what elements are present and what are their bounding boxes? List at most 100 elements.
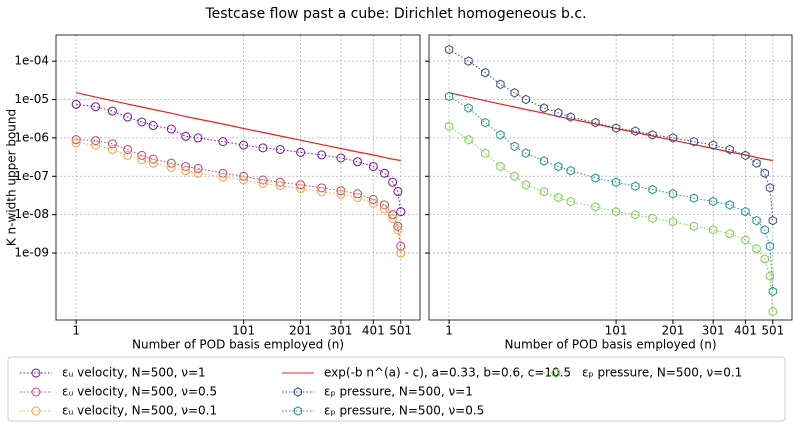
marker xyxy=(91,102,101,112)
marker xyxy=(496,161,505,172)
marker xyxy=(317,187,327,197)
marker xyxy=(752,215,761,226)
marker xyxy=(554,108,563,118)
marker xyxy=(760,225,769,235)
axes: 1 101 201 301 401 501 Number of POD basis empl… xyxy=(425,34,793,352)
marker xyxy=(741,150,750,161)
marker xyxy=(181,166,191,176)
marker xyxy=(539,186,549,197)
legend: εᵤ velocity, N=500, ν=1 εᵤ velocity, N=50… xyxy=(7,356,786,422)
marker xyxy=(668,189,677,199)
marker xyxy=(239,140,249,150)
x-tick-label: 101 xyxy=(605,324,628,338)
marker xyxy=(336,153,346,163)
y-tick-label: 1e-07 xyxy=(14,169,49,183)
marker xyxy=(725,200,734,210)
marker xyxy=(258,175,268,185)
x-tick-label: 101 xyxy=(232,324,255,338)
marker xyxy=(396,207,406,217)
marker xyxy=(765,271,775,281)
x-tick-label: 401 xyxy=(734,324,757,338)
marker xyxy=(107,106,117,116)
series-line xyxy=(448,125,774,312)
marker xyxy=(166,162,176,172)
marker xyxy=(554,192,563,203)
marker xyxy=(71,135,81,145)
marker xyxy=(725,228,734,239)
marker xyxy=(725,144,734,155)
marker xyxy=(631,126,640,136)
marker xyxy=(181,131,191,141)
legend-marker xyxy=(293,406,303,416)
marker xyxy=(396,241,406,251)
marker xyxy=(275,144,285,154)
marker xyxy=(689,221,699,231)
marker xyxy=(591,117,600,128)
marker xyxy=(396,248,406,258)
legend-marker xyxy=(31,368,41,378)
marker xyxy=(368,194,378,204)
marker xyxy=(539,156,549,166)
marker xyxy=(317,150,327,160)
marker xyxy=(510,88,519,98)
marker xyxy=(510,171,519,182)
marker xyxy=(591,173,600,183)
marker xyxy=(752,243,761,254)
marker xyxy=(353,157,363,167)
marker xyxy=(107,139,117,149)
marker xyxy=(239,175,249,185)
series-line xyxy=(448,92,773,162)
y-tick-label: 1e-09 xyxy=(14,246,49,260)
series-line xyxy=(448,96,774,292)
marker xyxy=(353,192,363,202)
marker xyxy=(91,140,101,150)
marker xyxy=(554,161,563,172)
marker xyxy=(388,177,398,187)
y-axis-label: K n-width upper bound xyxy=(5,109,19,246)
marker xyxy=(71,99,81,109)
axes-frame xyxy=(55,34,421,321)
marker xyxy=(445,44,454,55)
marker xyxy=(445,91,454,102)
figure-title: Testcase flow past a cube: Dirichlet hom… xyxy=(204,6,586,22)
marker xyxy=(258,178,268,188)
marker xyxy=(689,193,699,203)
marker xyxy=(464,134,473,145)
marker xyxy=(752,158,761,168)
marker xyxy=(445,121,454,132)
marker xyxy=(218,137,228,147)
marker xyxy=(521,94,531,105)
x-tick-label: 201 xyxy=(661,324,684,338)
marker xyxy=(123,150,133,160)
legend-marker xyxy=(551,368,561,378)
marker xyxy=(648,184,657,195)
marker xyxy=(539,103,549,113)
series-line xyxy=(448,49,774,221)
marker xyxy=(668,133,677,143)
marker xyxy=(481,117,490,128)
marker xyxy=(296,184,306,194)
x-tick-label: 401 xyxy=(362,324,385,338)
marker xyxy=(368,161,378,171)
marker xyxy=(648,213,657,224)
axes: 1e-04 1e-05 1e-06 1e-07 1e-08 1e-09 1 101 201 301… xyxy=(5,34,421,352)
y-tick-label: 1e-06 xyxy=(14,130,49,144)
marker xyxy=(741,235,750,245)
marker xyxy=(193,168,203,178)
marker xyxy=(768,306,777,317)
legend-label: εᵤ velocity, N=500, ν=1 xyxy=(62,366,206,380)
legend-marker xyxy=(293,387,303,397)
legend-frame xyxy=(7,356,786,422)
x-axis-label: Number of POD basis employed (n) xyxy=(132,338,344,352)
marker xyxy=(393,221,403,231)
marker xyxy=(393,187,403,197)
marker xyxy=(336,189,346,199)
legend-marker xyxy=(31,406,41,416)
marker xyxy=(379,168,389,178)
marker xyxy=(510,141,519,152)
marker xyxy=(566,112,575,122)
marker xyxy=(296,147,306,157)
legend-label: εₚ pressure, N=500, ν=0.1 xyxy=(582,366,742,380)
marker xyxy=(464,103,473,113)
marker xyxy=(379,204,389,214)
